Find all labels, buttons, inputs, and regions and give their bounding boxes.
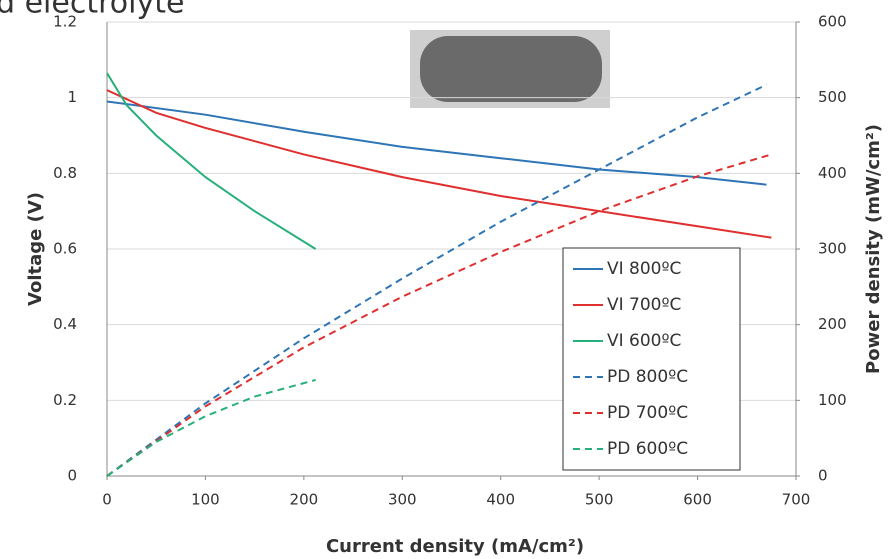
x-tick-label: 0 [102, 491, 112, 509]
y-axis-label: Voltage (V) [25, 192, 46, 306]
y2-tick-label: 600 [818, 13, 847, 31]
x-tick-label: 200 [290, 491, 319, 509]
series-line [106, 153, 772, 477]
legend-label: PD 800ºC [607, 367, 688, 387]
series-line [106, 72, 317, 250]
y2-axis-label: Power density (mW/cm²) [863, 124, 884, 374]
x-tick-label: 300 [388, 491, 417, 509]
y-tick-label: 0.4 [53, 315, 77, 333]
y-tick-label: 1.2 [53, 13, 77, 31]
legend-box [562, 247, 741, 471]
chart-title: d electrolyte [0, 0, 184, 21]
y-tick-label: 0.8 [53, 164, 77, 182]
x-tick-label: 400 [486, 491, 515, 509]
series-line [106, 89, 772, 239]
legend-label: PD 700ºC [607, 403, 688, 423]
x-tick-label: 600 [683, 491, 712, 509]
y2-tick-label: 100 [818, 391, 847, 409]
y2-tick-label: 0 [818, 467, 828, 485]
x-tick-label: 700 [782, 491, 811, 509]
y2-tick-label: 500 [818, 88, 847, 106]
x-tick-label: 500 [585, 491, 614, 509]
y2-tick-label: 300 [818, 240, 847, 258]
x-axis-label: Current density (mA/cm²) [326, 536, 584, 557]
legend-label: VI 600ºC [607, 331, 681, 351]
series-line [106, 100, 767, 186]
y-tick-label: 1 [67, 88, 77, 106]
y2-tick-label: 400 [818, 164, 847, 182]
series-line [106, 83, 767, 477]
legend-label: PD 600ºC [607, 439, 688, 459]
legend-label: VI 700ºC [607, 295, 681, 315]
series-line [106, 378, 316, 477]
inset-cell [420, 36, 602, 102]
y-tick-label: 0.2 [53, 391, 77, 409]
y2-tick-label: 200 [818, 315, 847, 333]
y-tick-label: 0 [67, 467, 77, 485]
x-tick-label: 100 [191, 491, 220, 509]
legend-label: VI 800ºC [607, 259, 681, 279]
y-tick-label: 0.6 [53, 240, 77, 258]
